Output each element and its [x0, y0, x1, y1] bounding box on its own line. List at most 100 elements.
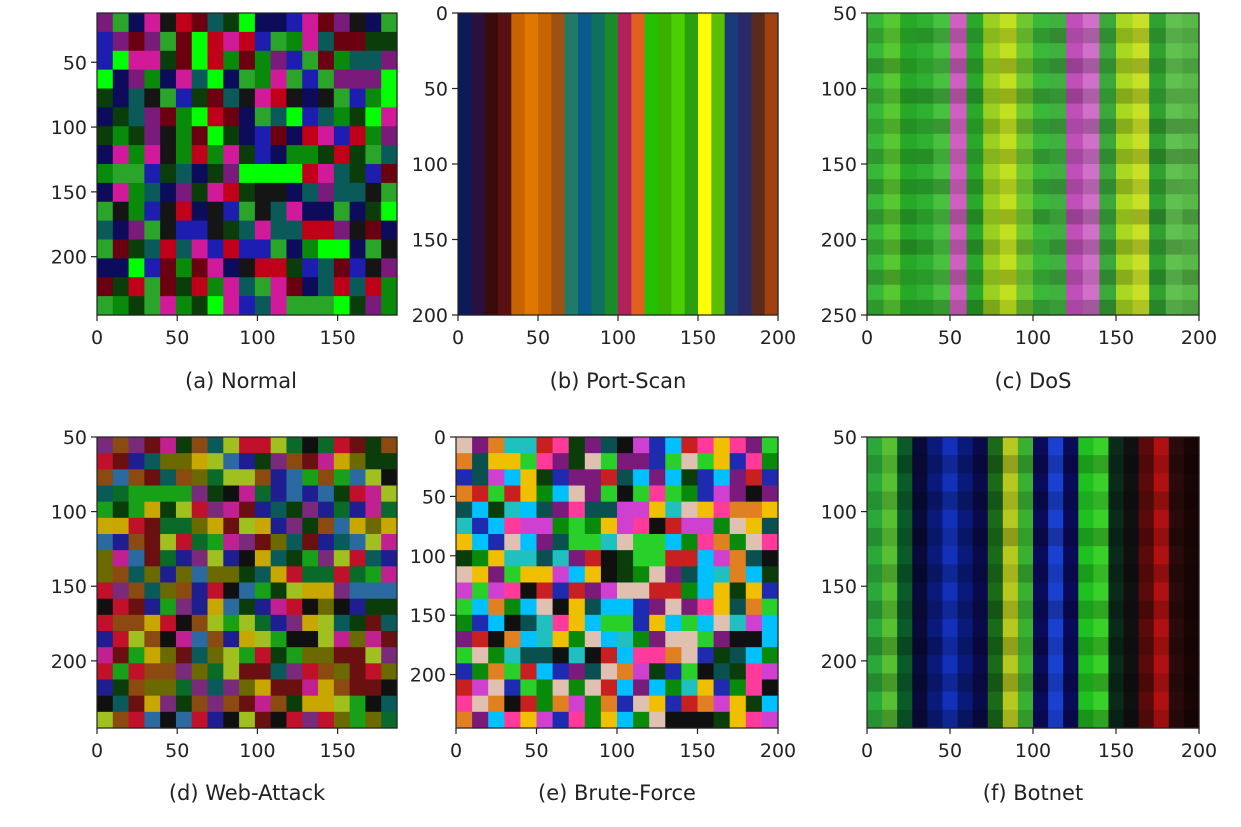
heatmap-cell: [112, 437, 130, 454]
heatmap-cell: [239, 647, 256, 664]
heatmap-cell: [729, 469, 747, 487]
heatmap-cell: [1108, 473, 1125, 493]
heatmap-cell: [97, 277, 114, 297]
heatmap-cell: [1002, 618, 1019, 638]
heatmap-cell: [729, 614, 747, 632]
heatmap-cell: [160, 485, 177, 503]
heatmap-cell: [128, 631, 145, 648]
heatmap-cell: [897, 709, 913, 729]
y-tick-label: 50: [833, 3, 857, 25]
heatmap-cell: [883, 103, 901, 120]
heatmap-cell: [175, 50, 193, 71]
heatmap-cell: [649, 711, 666, 729]
heatmap-cell: [633, 501, 650, 519]
heatmap-cell: [591, 13, 606, 316]
heatmap-cell: [1123, 527, 1140, 547]
heatmap-cell: [900, 103, 918, 120]
heatmap-cell: [1165, 43, 1183, 59]
heatmap-cell: [665, 534, 682, 551]
heatmap-cell: [1099, 194, 1117, 210]
heatmap-cell: [1093, 582, 1110, 602]
heatmap-cell: [456, 453, 473, 470]
heatmap-cell: [1182, 103, 1200, 120]
heatmap-cell: [144, 501, 161, 519]
heatmap-cell: [1048, 673, 1064, 693]
heatmap-cell: [349, 182, 367, 203]
heatmap-cell: [365, 277, 382, 297]
heatmap-cell: [1017, 546, 1034, 565]
heatmap-cell: [751, 13, 766, 316]
heatmap-cell: [933, 269, 951, 286]
heatmap-cell: [1063, 437, 1079, 456]
heatmap-cell: [882, 709, 898, 729]
heatmap-cell: [1138, 618, 1155, 638]
heatmap-cell: [381, 485, 398, 503]
heatmap-cell: [552, 566, 570, 584]
heatmap-cell: [254, 126, 272, 146]
heatmap-cell: [112, 469, 130, 487]
heatmap-cell: [239, 711, 256, 729]
heatmap-cell: [286, 220, 303, 241]
heatmap-cell: [942, 455, 959, 474]
heatmap-cell: [365, 598, 382, 616]
heatmap-cell: [270, 31, 288, 52]
heatmap-cell: [97, 69, 114, 90]
heatmap-cell: [867, 43, 885, 59]
heatmap-cell: [633, 534, 650, 551]
heatmap-cell: [987, 509, 1004, 529]
heatmap-cell: [160, 517, 177, 535]
heatmap-cell: [97, 50, 114, 71]
heatmap-cell: [128, 182, 145, 203]
heatmap-cell: [1048, 600, 1064, 620]
heatmap-cell: [318, 485, 335, 503]
panel-caption: (c) DoS: [995, 369, 1072, 393]
heatmap-cell: [983, 73, 1001, 90]
heatmap-cell: [254, 145, 272, 165]
heatmap-cell: [729, 517, 747, 535]
heatmap-cell: [584, 679, 602, 697]
heatmap-cell: [1033, 691, 1049, 711]
heatmap-cell: [223, 453, 240, 470]
heatmap-cell: [520, 614, 538, 632]
heatmap-cell: [1066, 164, 1084, 180]
heatmap-cell: [160, 220, 177, 241]
heatmap-cell: [584, 566, 602, 584]
heatmap-cell: [900, 299, 918, 316]
heatmap-cell: [1183, 709, 1200, 729]
heatmap-cell: [867, 148, 885, 165]
heatmap-cell: [381, 695, 398, 713]
heatmap-cell: [270, 13, 288, 33]
heatmap-cell: [239, 145, 256, 165]
heatmap-cell: [927, 491, 944, 511]
heatmap-cell: [239, 582, 256, 600]
heatmap-cell: [1182, 194, 1200, 210]
heatmap-cell: [897, 673, 913, 693]
heatmap-cell: [333, 31, 351, 52]
heatmap-cell: [1017, 564, 1034, 584]
heatmap-cell: [1066, 88, 1084, 105]
heatmap-cell: [318, 695, 335, 713]
heatmap-cell: [1183, 546, 1200, 565]
heatmap-cell: [1108, 673, 1125, 693]
heatmap-cell: [933, 103, 951, 120]
heatmap-cell: [1093, 637, 1110, 656]
heatmap-cell: [456, 614, 473, 632]
heatmap-cell: [191, 69, 209, 90]
heatmap-cell: [912, 455, 928, 474]
heatmap-cell: [584, 695, 602, 713]
y-tick-label: 50: [424, 79, 448, 101]
x-tick-label: 150: [680, 327, 716, 349]
heatmap-cell: [254, 296, 272, 316]
heatmap-cell: [1149, 179, 1167, 195]
heatmap-cell: [144, 614, 161, 632]
heatmap-cell: [665, 695, 682, 713]
heatmap-cell: [883, 118, 901, 135]
heatmap-cell: [1049, 58, 1067, 74]
heatmap-cell: [302, 126, 319, 146]
heatmap-cell: [1093, 709, 1110, 729]
heatmap-cell: [472, 598, 489, 616]
heatmap-cell: [950, 299, 968, 316]
heatmap-cell: [983, 88, 1001, 105]
y-tick-label: 250: [821, 305, 857, 327]
heatmap-cell: [1132, 13, 1150, 29]
